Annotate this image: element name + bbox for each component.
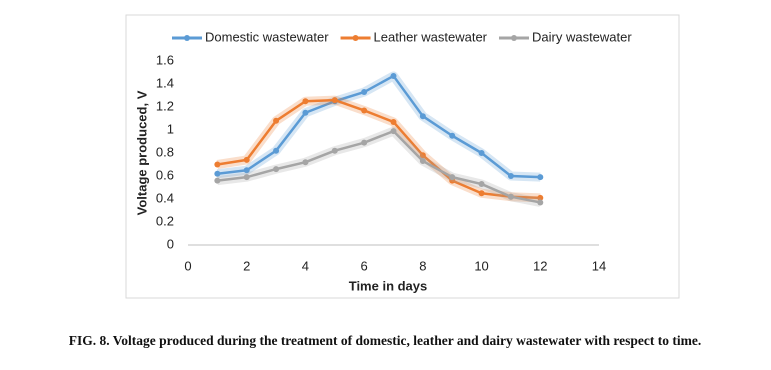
point bbox=[390, 118, 397, 125]
point bbox=[214, 170, 221, 177]
y-tick-label: 1.6 bbox=[156, 52, 174, 67]
point bbox=[419, 158, 426, 165]
x-tick-label: 10 bbox=[474, 258, 488, 273]
legend-label: Dairy wastewater bbox=[532, 29, 632, 44]
point bbox=[361, 139, 368, 146]
x-tick-label: 8 bbox=[419, 258, 426, 273]
y-tick-label: 1 bbox=[167, 121, 174, 136]
x-axis-title: Time in days bbox=[349, 278, 428, 293]
point bbox=[419, 113, 426, 120]
point bbox=[214, 177, 221, 184]
x-tick-label: 2 bbox=[243, 258, 250, 273]
y-tick-label: 0.4 bbox=[156, 190, 174, 205]
point bbox=[243, 156, 250, 163]
point bbox=[302, 159, 309, 166]
point bbox=[361, 107, 368, 114]
series-line bbox=[217, 74, 541, 179]
y-axis-title: Voltage produced, V bbox=[134, 90, 149, 215]
point bbox=[507, 193, 514, 200]
x-tick-label: 4 bbox=[302, 258, 309, 273]
legend-label: Domestic wastewater bbox=[205, 29, 329, 44]
point bbox=[478, 150, 485, 156]
legend-label: Leather wastewater bbox=[374, 29, 488, 44]
point bbox=[214, 161, 221, 168]
point bbox=[419, 152, 426, 159]
point bbox=[273, 166, 280, 173]
point bbox=[537, 194, 544, 201]
point bbox=[537, 199, 544, 206]
point bbox=[302, 98, 309, 105]
point bbox=[478, 181, 485, 188]
y-tick-label: 0 bbox=[167, 236, 174, 251]
x-tick-label: 0 bbox=[184, 258, 191, 273]
point bbox=[331, 147, 338, 154]
series-line bbox=[217, 98, 541, 200]
point bbox=[449, 132, 456, 139]
legend-marker bbox=[184, 35, 190, 41]
point bbox=[331, 97, 338, 104]
y-tick-label: 0.2 bbox=[156, 213, 174, 228]
point bbox=[449, 174, 456, 181]
point bbox=[243, 167, 250, 174]
point bbox=[361, 89, 368, 96]
point bbox=[390, 128, 397, 135]
point bbox=[302, 109, 309, 116]
point bbox=[273, 117, 280, 124]
x-tick-label: 6 bbox=[361, 258, 368, 273]
y-tick-label: 1.4 bbox=[156, 75, 174, 90]
point bbox=[390, 72, 397, 79]
point bbox=[537, 174, 544, 181]
series-line bbox=[217, 129, 541, 204]
chart-frame bbox=[125, 14, 680, 299]
point bbox=[243, 174, 250, 181]
caption: FIG. 8. Voltage produced during the trea… bbox=[69, 333, 701, 348]
x-tick-label: 14 bbox=[592, 258, 606, 273]
legend-marker bbox=[511, 35, 517, 41]
y-tick-label: 1.2 bbox=[156, 98, 174, 113]
y-tick-label: 0.8 bbox=[156, 144, 174, 159]
point bbox=[507, 173, 514, 179]
y-tick-label: 0.6 bbox=[156, 167, 174, 182]
x-tick-label: 12 bbox=[533, 258, 547, 273]
legend-marker bbox=[352, 35, 359, 41]
point bbox=[478, 190, 485, 197]
point bbox=[273, 147, 280, 154]
